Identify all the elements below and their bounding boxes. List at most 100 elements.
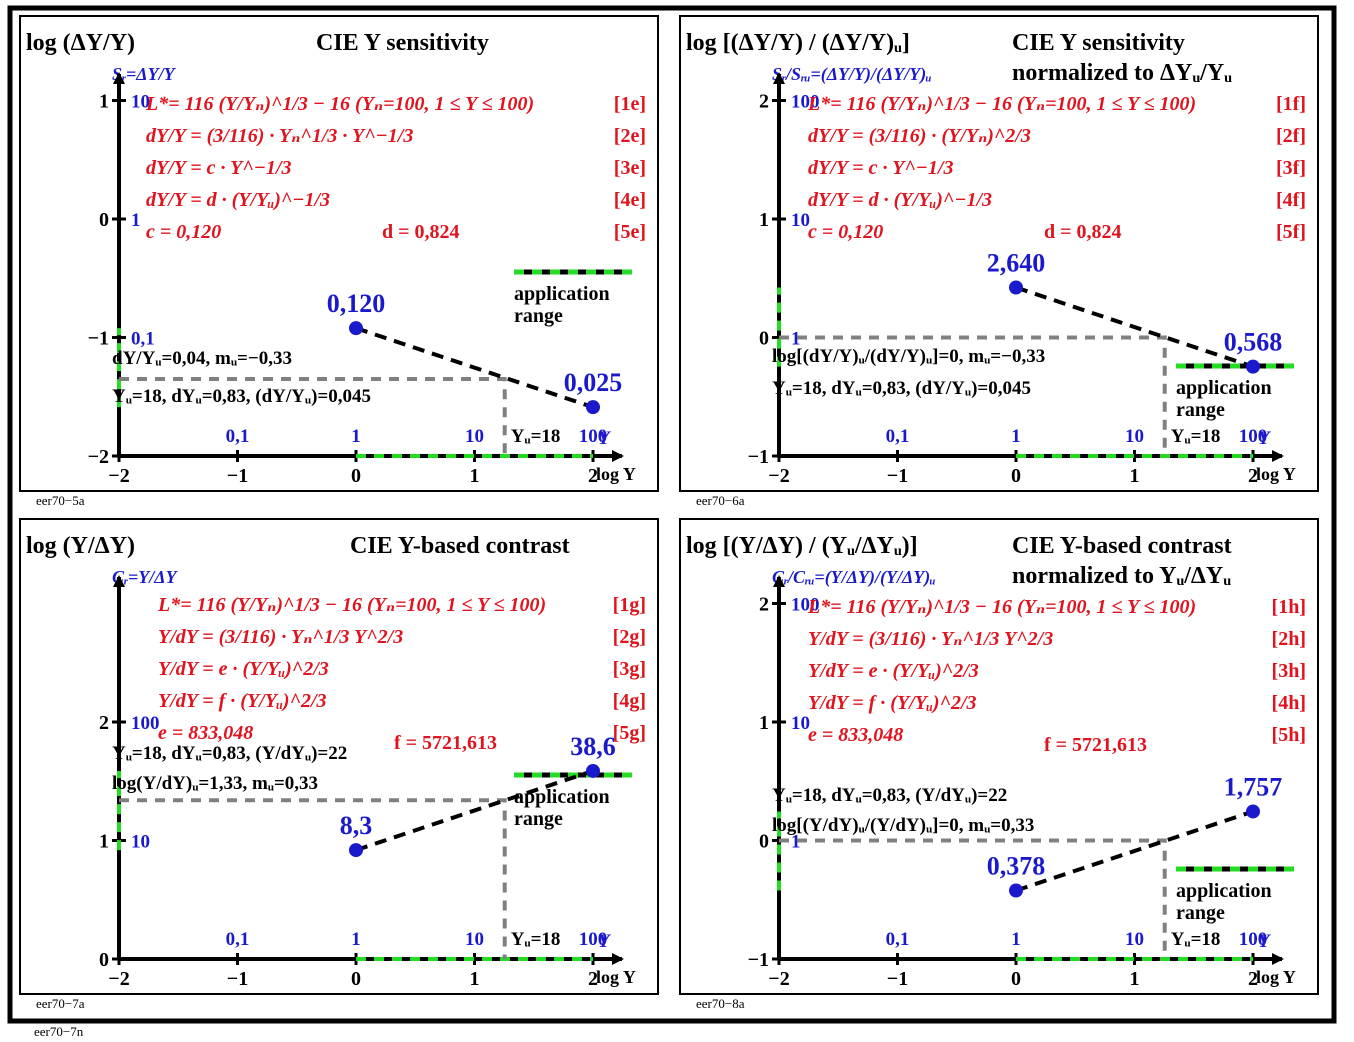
note-text: Yᵤ=18, dYᵤ=0,83, (Y/dYᵤ)=22: [772, 785, 1007, 806]
x-top-axis-label: Y: [598, 931, 612, 952]
x-tick-label: −1: [887, 968, 908, 990]
y-tick-label: −1: [748, 446, 769, 468]
yu-label: Yᵤ=18: [511, 426, 561, 447]
x-tick-label: 0: [1011, 465, 1021, 487]
y-tick-blue-label: 100: [791, 92, 820, 113]
formula: dY/Y = d · (Y/Yᵤ)^−1/3: [146, 189, 330, 211]
x-top-tick-label: 100: [1239, 929, 1268, 950]
formula-tag: [1e]: [614, 93, 646, 115]
formula: L*= 116 (Y/Yₙ)^1/3 − 16 (Yₙ=100, 1 ≤ Y ≤…: [157, 594, 546, 616]
data-point: [1009, 280, 1023, 295]
y-tick-label: 0: [99, 949, 109, 971]
formula-tag: [2f]: [1276, 125, 1306, 147]
data-point: [586, 763, 600, 778]
x-tick-label: −1: [227, 465, 248, 487]
x-top-tick-label: 10: [1125, 426, 1144, 447]
y-tick-blue-label: 1: [791, 832, 801, 853]
formula-tag: [1g]: [613, 594, 646, 616]
x-top-tick-label: 1: [351, 426, 361, 447]
formula-tag: [3f]: [1276, 157, 1306, 179]
x-top-axis-label: Y: [1258, 428, 1272, 449]
formula: L*= 116 (Y/Yₙ)^1/3 − 16 (Yₙ=100, 1 ≤ Y ≤…: [807, 596, 1196, 618]
formula: dY/Y = c · Y^−1/3: [146, 157, 291, 179]
data-point-label: 0,025: [564, 368, 623, 397]
panel-frame: [679, 15, 1319, 492]
y-tick-blue-label: 10: [791, 210, 810, 231]
data-point: [349, 843, 363, 858]
formula-tag: [5h]: [1272, 724, 1306, 746]
yu-label: Yᵤ=18: [1171, 929, 1221, 950]
x-top-tick-label: 0,1: [226, 426, 250, 447]
formula-tag: [5g]: [613, 722, 646, 744]
data-point-label: 0,568: [1224, 328, 1283, 357]
y-axis-title: log (ΔY/Y): [26, 30, 135, 56]
y-axis-title: log (Y/ΔY): [26, 533, 135, 559]
x-axis-label: log Y: [596, 464, 636, 484]
panel-b: log [(ΔY/Y) / (ΔY/Y)ᵤ] CIE Y sensitivity n…: [679, 15, 1319, 492]
x-top-tick-label: 10: [1125, 929, 1144, 950]
x-axis-label: log Y: [1256, 967, 1296, 987]
formula-tag: [2e]: [614, 125, 646, 147]
panel-title-line: CIE Y-based contrast: [1012, 533, 1232, 559]
y-tick-label: 2: [99, 712, 109, 734]
panel-code-label: eer70−6a: [696, 493, 745, 508]
formula-tag: [1f]: [1276, 93, 1306, 115]
formula-tag: [3g]: [613, 658, 646, 680]
outer-frame: [7, 5, 1337, 1024]
y-axis-arrow: [773, 575, 785, 587]
x-top-tick-label: 100: [1239, 426, 1268, 447]
legend-label: range: [514, 305, 563, 327]
x-tick-label: −1: [227, 968, 248, 990]
legend-label: application: [514, 283, 610, 305]
x-tick-label: −2: [108, 968, 129, 990]
formula: Y/dY = (3/116) · Yₙ^1/3 Y^2/3: [808, 628, 1053, 650]
formula: Y/dY = (3/116) · Yₙ^1/3 Y^2/3: [158, 626, 403, 648]
x-tick-label: 2: [588, 465, 598, 487]
ratio-label: Sᵣ/Sᵣᵤ=(ΔY/Y)/(ΔY/Y)ᵤ: [772, 64, 932, 85]
data-point-label: 2,640: [987, 248, 1046, 277]
y-tick-blue-label: 100: [131, 713, 160, 734]
data-point: [1009, 883, 1023, 898]
legend-label: range: [1176, 902, 1225, 924]
panel-code-label: eer70−5a: [36, 493, 85, 508]
data-point-label: 0,378: [987, 852, 1046, 881]
x-top-tick-label: 1: [351, 929, 361, 950]
x-axis-arrow: [612, 953, 624, 965]
x-tick-label: 0: [351, 465, 361, 487]
formula: c = 0,120: [146, 221, 221, 243]
panel-title-line: CIE Y-based contrast: [350, 533, 570, 559]
formula-tag: [3e]: [614, 157, 646, 179]
formula: dY/Y = (3/116) · Yₙ^1/3 · Y^−1/3: [146, 125, 413, 147]
y-axis-title: log [(ΔY/Y) / (ΔY/Y)ᵤ]: [686, 30, 910, 56]
panel-code-label: eer70−8a: [696, 996, 745, 1011]
formula-tag: [4g]: [613, 690, 646, 712]
formula: Y/dY = e · (Y/Yᵤ)^2/3: [808, 660, 979, 682]
note-text: Yᵤ=18, dYᵤ=0,83, (dY/Yᵤ)=0,045: [112, 386, 371, 407]
x-tick-label: −1: [887, 465, 908, 487]
x-axis-label: log Y: [596, 967, 636, 987]
x-tick-label: 1: [470, 968, 480, 990]
y-axis-arrow: [773, 72, 785, 84]
reference-dashed-line: [779, 335, 1167, 456]
formula: L*= 116 (Y/Yₙ)^1/3 − 16 (Yₙ=100, 1 ≤ Y ≤…: [145, 93, 534, 115]
formula-tag: [1h]: [1272, 596, 1306, 618]
y-tick-blue-label: 10: [131, 92, 150, 113]
panel-frame: [679, 518, 1319, 995]
formula-second-value: f = 5721,613: [394, 732, 497, 754]
x-top-tick-label: 100: [579, 426, 608, 447]
y-tick-label: −1: [748, 949, 769, 971]
x-tick-label: 1: [470, 465, 480, 487]
x-top-tick-label: 0,1: [226, 929, 250, 950]
panel-title-line: CIE Y sensitivity: [316, 30, 489, 56]
reference-dashed-line: [779, 838, 1167, 959]
ratio-label: Cᵣ=Y/ΔY: [112, 567, 179, 587]
y-tick-label: 1: [99, 91, 109, 113]
data-point: [349, 321, 363, 336]
data-point: [1246, 804, 1260, 819]
data-point: [586, 400, 600, 415]
legend-label: range: [1176, 399, 1225, 421]
x-axis-label: log Y: [1256, 464, 1296, 484]
panel-title-line: CIE Y sensitivity: [1012, 30, 1185, 56]
formula: Y/dY = f · (Y/Yᵤ)^2/3: [808, 692, 977, 714]
panel-c: log (Y/ΔY) CIE Y-based contrast Cᵣ=Y/ΔY −2 −…: [19, 518, 659, 995]
